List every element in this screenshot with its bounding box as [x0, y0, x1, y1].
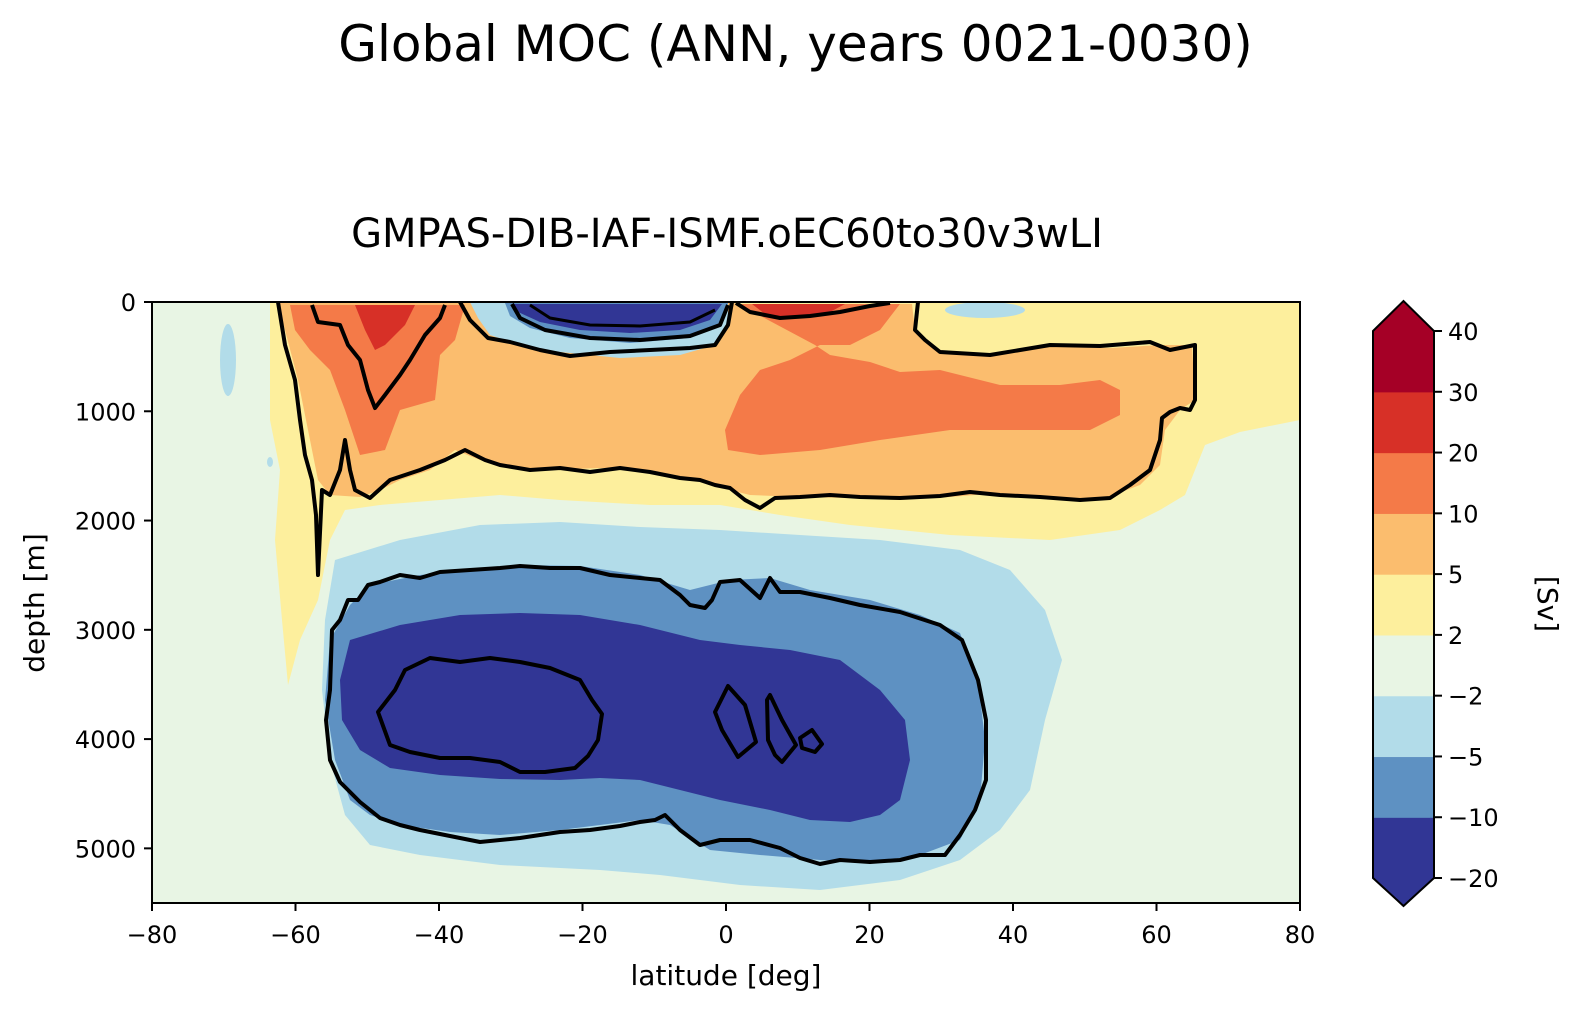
colorbar-tick-label: 40: [1448, 318, 1479, 346]
colorbar-segment: [1373, 756, 1434, 818]
x-tick-label: −20: [557, 921, 608, 949]
y-tick-label: 4000: [75, 726, 136, 754]
contour-upper-2: [276, 302, 1197, 577]
y-tick-label: 2000: [75, 508, 136, 536]
contour-field: [152, 302, 1300, 903]
colorbar-tick-label: −10: [1448, 804, 1499, 832]
x-tick-label: −60: [270, 921, 321, 949]
colorbar-extend-min: [1373, 878, 1434, 906]
fill-abyssal-10-20: [340, 613, 910, 822]
x-tick-label: 80: [1285, 921, 1316, 949]
x-axis-label: latitude [deg]: [631, 959, 822, 992]
fill-upper-10-20-north: [725, 304, 1120, 455]
colorbar-segment: [1373, 513, 1434, 575]
x-tick-label: 60: [1141, 921, 1172, 949]
contour-upper-10-north: [734, 302, 891, 320]
fill-neg-blip-1: [220, 324, 236, 396]
colorbar-tick-label: 20: [1448, 440, 1479, 468]
fill-shallow-neg-10-20: [512, 304, 722, 333]
contour-lines: [276, 302, 1197, 866]
x-tick-label: −40: [414, 921, 465, 949]
colorbar-tick-label: −2: [1448, 683, 1483, 711]
x-tick-label: 20: [854, 921, 885, 949]
y-tick-label: 5000: [75, 835, 136, 863]
colorbar-tick-label: −20: [1448, 865, 1499, 893]
x-tick-label: −80: [127, 921, 178, 949]
chart-title: GMPAS-DIB-IAF-ISMF.oEC60to30v3wLI: [351, 211, 1103, 257]
colorbar-segment: [1373, 391, 1434, 454]
fill-upper-20-30-north: [752, 304, 845, 318]
y-tick-label: 3000: [75, 617, 136, 645]
figure-suptitle: Global MOC (ANN, years 0021-0030): [338, 15, 1253, 73]
fill-upper-5-10: [278, 302, 1195, 500]
colorbar-tick-label: 10: [1448, 500, 1479, 528]
contour-abyssal-20-west: [376, 656, 604, 774]
colorbar-segment: [1373, 331, 1434, 393]
colorbar: −20 −10 −5 −2 2 5 10 20 30 40: [1372, 299, 1499, 908]
colorbar-tick-label: −5: [1448, 743, 1483, 771]
colorbar-segment: [1373, 574, 1434, 636]
contour-shallow-neg-2: [458, 302, 734, 358]
colorbar-segment: [1373, 817, 1434, 879]
fill-neg-blip-3: [945, 302, 1025, 318]
x-tick-label: 40: [998, 921, 1029, 949]
y-tick-label: 0: [121, 289, 136, 317]
contour-shallow-neg-20: [529, 303, 716, 328]
contour-abyssal-10: [324, 564, 988, 866]
x-tick-label: 0: [718, 921, 733, 949]
contour-abyssal-20-east-3: [798, 728, 824, 754]
colorbar-label: [Sv]: [1531, 576, 1564, 632]
colorbar-tick-label: 30: [1448, 379, 1479, 407]
fill-neg-blip-2: [267, 457, 273, 467]
contour-abyssal-20-east-1: [713, 684, 758, 759]
colorbar-tick-label: 2: [1448, 622, 1463, 650]
contour-shallow-neg-10: [510, 303, 730, 342]
contour-abyssal-20-east-2: [765, 693, 798, 764]
y-axis: 0 1000 2000 3000 4000 5000: [75, 289, 152, 863]
y-axis-label: depth [m]: [18, 533, 51, 673]
y-tick-label: 1000: [75, 398, 136, 426]
contour-upper-10-south: [310, 304, 447, 410]
colorbar-tick-label: 5: [1448, 561, 1463, 589]
colorbar-extend-max: [1373, 301, 1434, 331]
colorbar-segment: [1373, 695, 1434, 758]
fill-upper-20-30-south: [355, 305, 415, 350]
colorbar-segment: [1373, 634, 1434, 697]
x-axis: −80 −60 −40 −20 0 20 40 60 80: [127, 903, 1316, 949]
colorbar-segment: [1373, 452, 1434, 514]
